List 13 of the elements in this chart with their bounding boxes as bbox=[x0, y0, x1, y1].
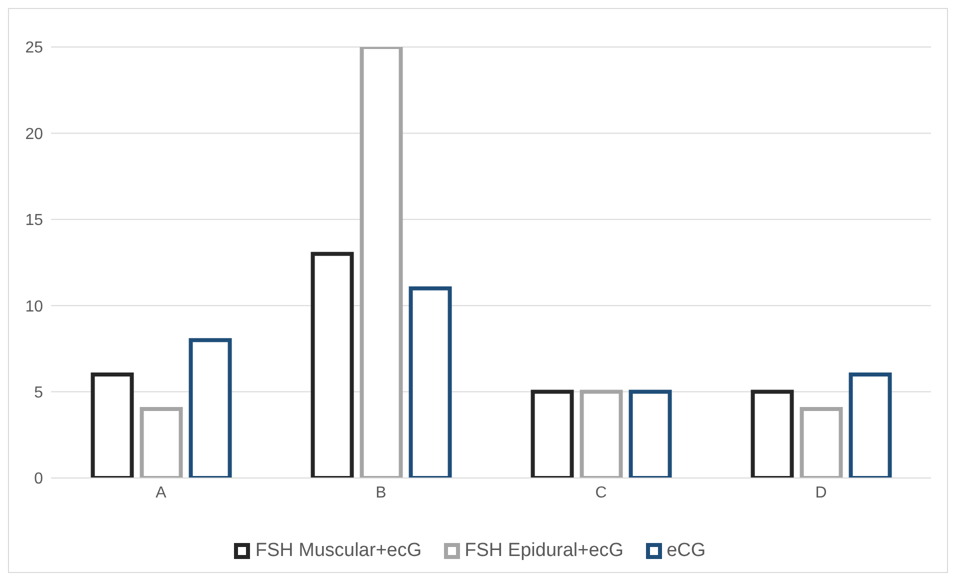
legend-label: FSH Epidural+ecG bbox=[464, 540, 624, 562]
y-tick-label: 5 bbox=[34, 384, 44, 402]
x-tick-label: D bbox=[815, 484, 827, 502]
legend-label: FSH Muscular+ecG bbox=[255, 540, 422, 562]
y-tick-label: 15 bbox=[25, 212, 44, 230]
x-tick-label: B bbox=[376, 484, 386, 502]
y-tick-label: 25 bbox=[25, 40, 44, 57]
y-tick-label: 20 bbox=[25, 126, 44, 143]
x-tick-label: C bbox=[595, 484, 607, 502]
y-tick-label: 0 bbox=[34, 470, 44, 488]
x-tick-label: A bbox=[156, 484, 167, 502]
y-tick-label: 10 bbox=[25, 298, 44, 316]
legend-label: eCG bbox=[666, 540, 706, 562]
